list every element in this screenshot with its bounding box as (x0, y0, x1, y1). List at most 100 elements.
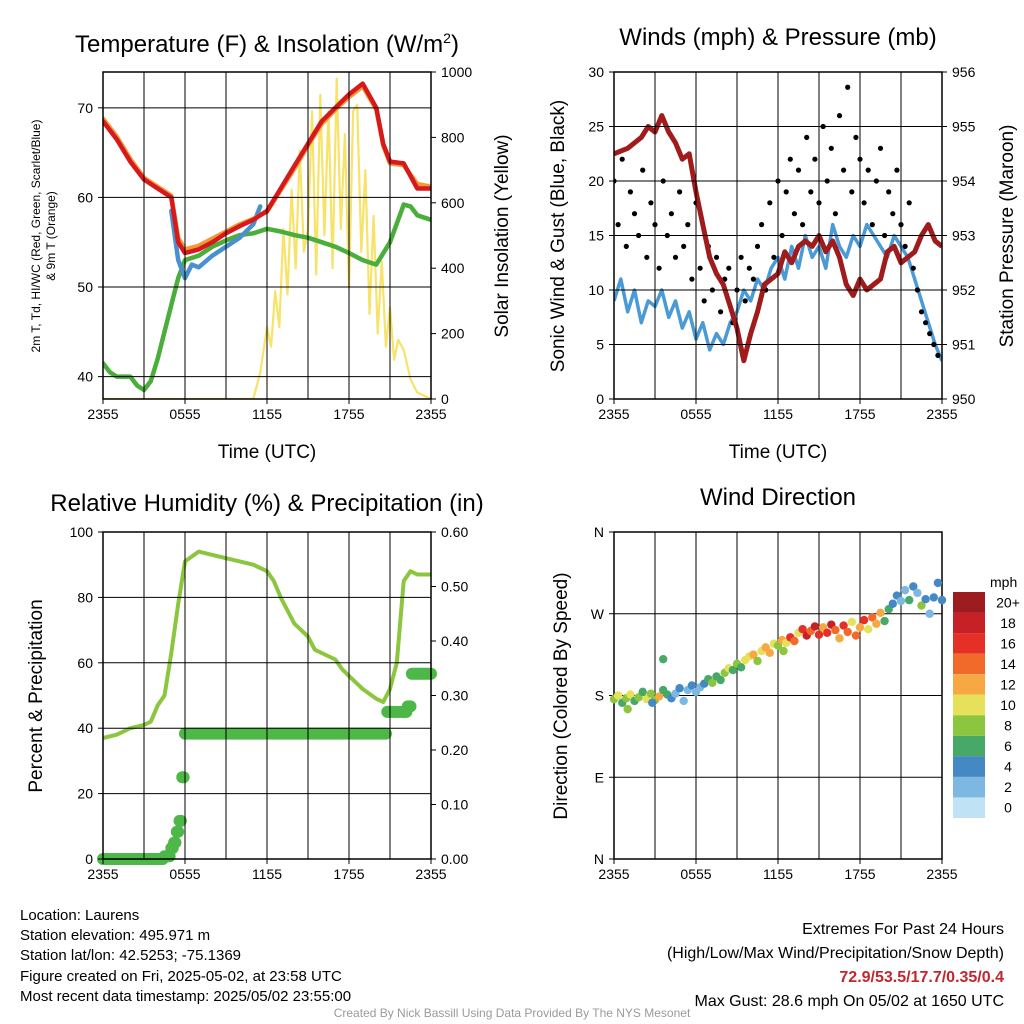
direction-point (868, 613, 877, 622)
speed-colorbar: mph 20+ 18 16 14 12 10 8 6 4 2 0 (953, 574, 1020, 818)
gust-point (701, 298, 707, 304)
gust-point (836, 113, 843, 119)
direction-point (779, 646, 788, 656)
temperature-panel: Temperature (F) & Insolation (W/m2) Time… (29, 30, 513, 463)
gust-point (697, 265, 703, 271)
direction-point (859, 615, 869, 625)
colorbar-label: 12 (1000, 676, 1016, 692)
winds-ytick-label: 5 (596, 337, 604, 353)
gust-point (894, 167, 900, 173)
gust-point (787, 156, 793, 162)
humidity-y2tick-label: 0.20 (441, 742, 468, 758)
gust-point (677, 189, 683, 195)
colorbar-swatch (953, 797, 985, 818)
direction-point (687, 681, 697, 690)
winds-ytick-label: 15 (588, 228, 604, 244)
direction-point (790, 636, 799, 646)
direction-point (921, 595, 930, 604)
gust-point (767, 200, 773, 206)
temperature-xtick-label: 1755 (333, 406, 364, 422)
winds-y2tick-label: 954 (952, 173, 976, 189)
wind-y-label: Sonic Wind & Gust (Blue, Black) (548, 100, 569, 372)
gust-point (713, 254, 720, 260)
temperature-y2tick-label: 200 (441, 326, 465, 342)
station-location: Location: Laurens (20, 907, 140, 924)
winds-series (614, 84, 942, 364)
gust-point (849, 189, 855, 195)
humidity-xtick-label: 0555 (169, 866, 200, 882)
max-gust: Max Gust: 28.6 mph On 05/02 at 1650 UTC (694, 993, 1005, 1010)
extremes-box: Extremes For Past 24 Hours (High/Low/Max… (667, 918, 1004, 1014)
direction-point (872, 619, 881, 628)
gust-point (845, 84, 851, 90)
colorbar-swatch (953, 633, 985, 654)
wind-direction-ytick-label: E (595, 769, 604, 785)
winds-ytick-label: 25 (588, 119, 604, 135)
colorbar-swatch (953, 776, 985, 798)
humidity-y2tick-label: 0.00 (441, 851, 468, 867)
wind-direction-ytick-label: N (594, 851, 604, 867)
gust-point (918, 309, 925, 315)
wind-direction-xtick-label: 1155 (763, 866, 793, 882)
station-latlon: Station lat/lon: 42.5253; -75.1369 (20, 947, 242, 965)
direction-point (716, 675, 725, 685)
temperature-ytick-label: 70 (77, 100, 93, 116)
gust-point (619, 156, 625, 162)
direction-point (925, 609, 934, 618)
gust-point (812, 156, 818, 162)
direction-point (851, 631, 861, 640)
colorbar-swatch (953, 694, 985, 716)
direction-point (876, 608, 885, 618)
direction-point (888, 599, 897, 608)
colorbar-label: 16 (1000, 635, 1016, 651)
colorbar-swatch (953, 612, 985, 634)
precip-point (169, 836, 182, 849)
direction-point (814, 630, 824, 639)
gust-point (795, 167, 802, 173)
direction-point (765, 648, 774, 658)
direction-point (679, 696, 688, 706)
colorbar-swatch (953, 715, 985, 736)
wind-direction-xtick-label: 2355 (598, 866, 629, 882)
gust-point (738, 254, 744, 260)
direction-point (880, 616, 889, 626)
figure-created: Figure created on Fri, 2025-05-02, at 23… (20, 967, 342, 985)
direction-point (905, 595, 914, 605)
humidity-panel: Relative Humidity (%) & Precipitation (i… (26, 490, 484, 882)
humidity-y2tick-label: 0.60 (441, 524, 468, 540)
temperature-title: Temperature (F) & Insolation (W/m2) (75, 30, 459, 58)
colorbar-swatch (953, 674, 985, 695)
gust-point (890, 211, 896, 217)
gust-point (808, 189, 814, 195)
extremes-title: Extremes For Past 24 Hours (802, 921, 1004, 938)
gust-point (841, 167, 847, 173)
direction-point (638, 687, 647, 697)
humidity-y-label: Percent & Precipitation (26, 599, 47, 792)
humidity-ytick-label: 60 (77, 655, 93, 671)
gust-point (648, 200, 654, 206)
station-elevation: Station elevation: 495.971 m (20, 927, 211, 945)
gust-point (656, 265, 662, 271)
gust-point (877, 145, 884, 151)
winds-ytick-label: 20 (588, 173, 604, 189)
gust-point (861, 200, 867, 206)
direction-point (810, 622, 820, 631)
direction-point (753, 656, 762, 666)
colorbar-label: 10 (1000, 697, 1016, 713)
humidity-xtick-label: 1155 (252, 866, 282, 882)
gust-point (742, 298, 748, 304)
colorbar-label: 8 (1004, 718, 1012, 734)
gust-point (853, 134, 859, 140)
wind-direction-points (609, 578, 947, 714)
direction-point (909, 582, 918, 591)
temperature-ytick-label: 50 (77, 279, 93, 295)
direction-point (835, 634, 844, 643)
gust-point (791, 211, 798, 217)
series-hi-wc (169, 204, 263, 281)
gust-point (615, 222, 621, 228)
gust-point (640, 167, 646, 173)
winds-frame (613, 71, 943, 400)
gust-point (750, 276, 757, 282)
winds-x-label: Time (UTC) (729, 442, 828, 463)
